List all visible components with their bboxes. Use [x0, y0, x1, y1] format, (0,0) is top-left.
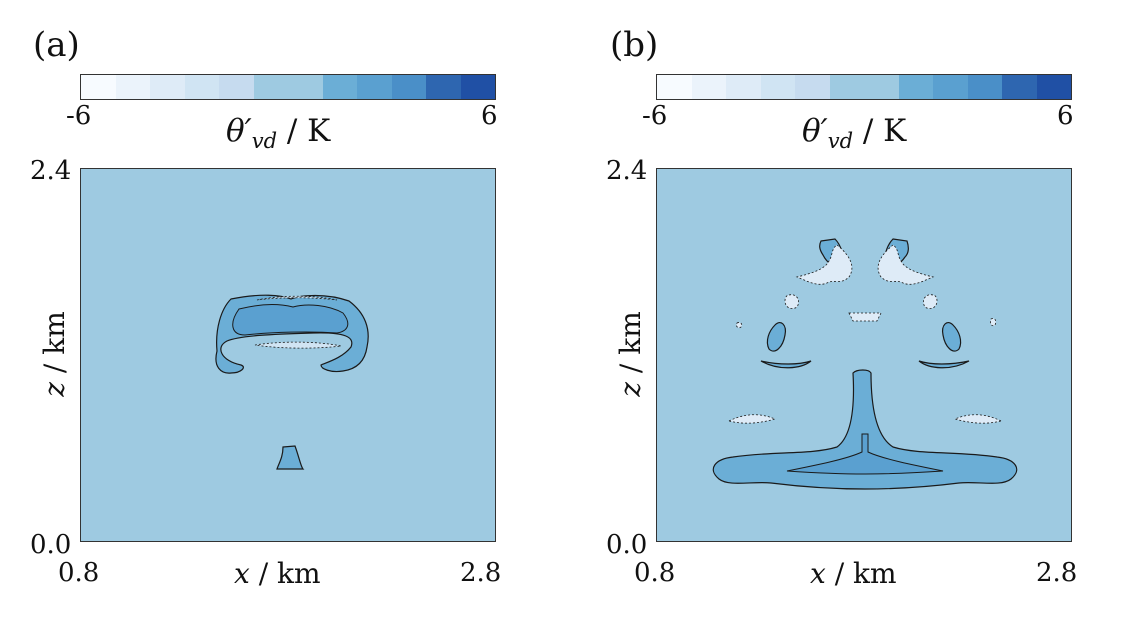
panel-b-label: (b) [610, 25, 659, 65]
panel-a-colorbar [80, 74, 496, 100]
panel-b-cool-arc-right [953, 414, 1003, 424]
panel-a-colorbar-max: 6 [481, 101, 498, 131]
panel-b-ytick-min: 0.0 [606, 530, 648, 560]
panel-b-plot-area [656, 168, 1072, 542]
cbar-b-segment-11 [1036, 75, 1071, 99]
cbar-a-segment-4 [219, 75, 254, 99]
cbar-a-segment-8 [357, 75, 392, 99]
panel-a-label: (a) [33, 25, 80, 65]
panel-b-cool-filament-left-top [795, 244, 853, 285]
cbar-a-segment-0 [81, 75, 116, 99]
panel-a-ylabel: z / km [38, 311, 71, 397]
cbar-b-segment-8 [933, 75, 968, 99]
panel-b-arc-right [918, 360, 970, 369]
panel-a-ytick-max: 2.4 [30, 156, 72, 186]
panel-b-colorbar-min: -6 [642, 101, 668, 131]
panel-a-warm-stem [276, 445, 305, 470]
panel-a-xlabel: x / km [234, 557, 321, 590]
panel-b-colorbar-max: 6 [1057, 101, 1074, 131]
panel-b-ylabel: z / km [614, 311, 647, 397]
panel-b-warm-base-core [786, 433, 944, 475]
cbar-b-segment-9 [967, 75, 1002, 99]
cbar-b-segment-0 [657, 75, 692, 99]
panel-b-cool-blob-left [784, 294, 799, 309]
cbar-b-segment-4 [795, 75, 830, 99]
panel-b-cool-filament-right-top [877, 244, 935, 285]
panel-a-plot-area [80, 168, 496, 542]
cbar-a-segment-10 [426, 75, 461, 99]
cbar-b-segment-5 [829, 75, 864, 99]
panel-a-warm-cap-inner [232, 304, 349, 336]
panel-b-colorbar-label: θ′vd / K [802, 113, 907, 154]
cbar-a-segment-5 [253, 75, 288, 99]
panel-b-xtick-min: 0.8 [634, 558, 676, 588]
cbar-a-segment-6 [288, 75, 323, 99]
panel-b-warm-base [712, 369, 1018, 490]
panel-b-xlabel: x / km [810, 557, 897, 590]
cbar-b-segment-3 [760, 75, 795, 99]
panel-a-colorbar-label: θ′vd / K [226, 113, 331, 154]
cbar-a-segment-3 [184, 75, 219, 99]
panel-b-xtick-max: 2.8 [1036, 558, 1078, 588]
panel-a-ytick-min: 0.0 [30, 530, 72, 560]
panel-a-xtick-min: 0.8 [58, 558, 100, 588]
panel-b-colorbar [656, 74, 1072, 100]
panel-a-cool-band [254, 341, 342, 349]
panel-b-cool-speck-left [736, 322, 743, 329]
cbar-b-segment-2 [726, 75, 761, 99]
cbar-b-segment-6 [864, 75, 899, 99]
panel-b-cool-speck-right [990, 318, 997, 327]
panel-b-contour-svg [712, 238, 1018, 490]
panel-a-colorbar-min: -6 [66, 101, 92, 131]
cbar-a-segment-9 [391, 75, 426, 99]
panel-b-eddy-right-mid [942, 322, 962, 352]
panel-b-arc-left [760, 360, 812, 369]
panel-b-cool-bridge [848, 312, 882, 322]
cbar-a-segment-1 [115, 75, 150, 99]
panel-a-cool-band-top [256, 295, 338, 301]
panel-a-xtick-max: 2.8 [460, 558, 502, 588]
cbar-b-segment-7 [898, 75, 933, 99]
panel-a-contour-svg [215, 294, 369, 470]
panel-b-eddy-left-mid [766, 322, 786, 352]
cbar-b-segment-10 [1002, 75, 1037, 99]
cbar-a-segment-11 [460, 75, 495, 99]
panel-b-cool-arc-left [727, 414, 777, 424]
cbar-a-segment-7 [322, 75, 357, 99]
panel-b-cool-blob-right [923, 294, 938, 309]
panel-b-ytick-max: 2.4 [606, 156, 648, 186]
cbar-a-segment-2 [150, 75, 185, 99]
cbar-b-segment-1 [691, 75, 726, 99]
